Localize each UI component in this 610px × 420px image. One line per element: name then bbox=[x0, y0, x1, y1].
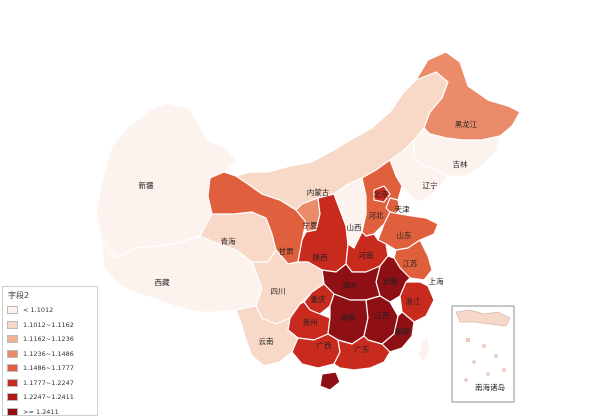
inset-islet bbox=[482, 344, 486, 348]
label-fujian: 福建 bbox=[395, 326, 410, 336]
label-liaoning: 辽宁 bbox=[423, 180, 438, 190]
label-guangdong: 广东 bbox=[355, 344, 370, 354]
province-zhejiang[interactable]: 浙江 bbox=[399, 281, 435, 323]
label-shanxi: 山西 bbox=[347, 222, 362, 232]
legend-item[interactable]: < 1.1012 bbox=[7, 303, 93, 318]
legend-label: 1.2247~1.2411 bbox=[23, 393, 74, 402]
label-tianjin: 天津 bbox=[395, 205, 410, 214]
legend-title: 字段2 bbox=[8, 291, 30, 300]
legend-swatch bbox=[7, 378, 18, 387]
legend-swatch bbox=[7, 320, 18, 329]
inset-coast bbox=[455, 309, 511, 327]
province-yunnan[interactable]: 云南 bbox=[235, 305, 299, 367]
label-hunan: 湖南 bbox=[341, 312, 356, 322]
label-henan: 河南 bbox=[359, 250, 374, 260]
label-guangxi: 广西 bbox=[317, 340, 332, 350]
province-fujian[interactable]: 福建 bbox=[381, 311, 415, 353]
inset-label: 南海诸岛 bbox=[475, 382, 505, 392]
label-sichuan: 四川 bbox=[271, 287, 286, 296]
legend-swatch bbox=[7, 364, 18, 373]
legend-item[interactable]: 1.1236~1.1486 bbox=[7, 347, 93, 362]
province-taiwan[interactable]: 台湾 bbox=[417, 335, 431, 363]
province-guangdong[interactable]: 广东 bbox=[333, 335, 391, 371]
legend-label: >= 1.2411 bbox=[23, 407, 59, 416]
south-china-sea-inset: 南海诸岛 bbox=[451, 305, 515, 403]
inset-islet bbox=[464, 378, 468, 382]
inset-islet bbox=[502, 368, 506, 372]
label-xizang: 西藏 bbox=[155, 277, 170, 287]
label-jilin: 吉林 bbox=[453, 159, 468, 169]
label-shaanxi: 陕西 bbox=[313, 252, 328, 262]
legend-swatch bbox=[7, 335, 18, 344]
label-ningxia: 宁夏 bbox=[303, 220, 318, 230]
label-gansu: 甘肃 bbox=[279, 246, 294, 256]
label-guizhou: 贵州 bbox=[303, 317, 318, 327]
legend-label: 1.1486~1.1777 bbox=[23, 364, 74, 373]
inset-islet bbox=[486, 372, 490, 376]
legend-label: 1.1162~1.1236 bbox=[23, 335, 74, 344]
legend-item[interactable]: 1.1777~1.2247 bbox=[7, 376, 93, 391]
label-shandong: 山东 bbox=[397, 230, 412, 240]
label-qinghai: 青海 bbox=[221, 236, 236, 246]
legend-item[interactable]: 1.1486~1.1777 bbox=[7, 361, 93, 376]
label-hubei: 湖北 bbox=[343, 281, 358, 290]
inset-islet bbox=[494, 354, 498, 358]
map-legend: 字段2 < 1.1012 1.1012~1.1162 1.1162~1.1236 1.… bbox=[2, 286, 98, 416]
label-yunnan: 云南 bbox=[259, 336, 274, 346]
label-jiangxi: 江西 bbox=[375, 311, 390, 320]
legend-swatch bbox=[7, 349, 18, 358]
legend-label: 1.1777~1.2247 bbox=[23, 378, 74, 387]
label-hebei: 河北 bbox=[369, 211, 384, 220]
legend-label: < 1.1012 bbox=[23, 306, 54, 315]
label-chongqing: 重庆 bbox=[311, 294, 326, 304]
inset-islet bbox=[472, 360, 476, 364]
label-heilongjiang: 黑龙江 bbox=[455, 119, 478, 129]
label-xinjiang: 新疆 bbox=[139, 180, 154, 190]
legend-label: 1.1236~1.1486 bbox=[23, 349, 74, 358]
legend-item[interactable]: 1.2247~1.2411 bbox=[7, 390, 93, 405]
label-beijing: 北京 bbox=[374, 189, 389, 199]
legend-swatch bbox=[7, 407, 18, 416]
label-shanghai: 上海 bbox=[429, 276, 444, 286]
province-beijing[interactable]: 北京 bbox=[373, 185, 391, 203]
legend-item[interactable]: 1.1162~1.1236 bbox=[7, 332, 93, 347]
province-shanghai[interactable]: 上海 bbox=[425, 275, 437, 287]
province-guangxi[interactable]: 广西 bbox=[291, 333, 341, 369]
label-jiangsu: 江苏 bbox=[403, 258, 418, 268]
inset-frame bbox=[451, 305, 515, 403]
province-liaoning[interactable]: 辽宁 bbox=[389, 139, 449, 203]
legend-label: 1.1012~1.1162 bbox=[23, 320, 74, 329]
legend-list: < 1.1012 1.1012~1.1162 1.1162~1.1236 1.1236… bbox=[7, 303, 93, 419]
label-zhejiang: 浙江 bbox=[406, 296, 421, 306]
legend-item[interactable]: 1.1012~1.1162 bbox=[7, 318, 93, 333]
inset-islet bbox=[465, 337, 471, 343]
label-anhui: 安徽 bbox=[383, 276, 398, 286]
legend-item[interactable]: >= 1.2411 bbox=[7, 405, 93, 420]
province-tianjin[interactable]: 天津 bbox=[385, 197, 401, 215]
label-neimenggu: 内蒙古 bbox=[307, 187, 330, 197]
province-hainan[interactable]: 海南 bbox=[319, 371, 341, 391]
legend-swatch bbox=[7, 306, 18, 315]
legend-swatch bbox=[7, 393, 18, 402]
province-labels: 新疆 西藏 青海 甘肃 内蒙古 黑龙江 吉林 辽宁 宁夏 陕西 山西 河北 北京… bbox=[139, 119, 478, 354]
